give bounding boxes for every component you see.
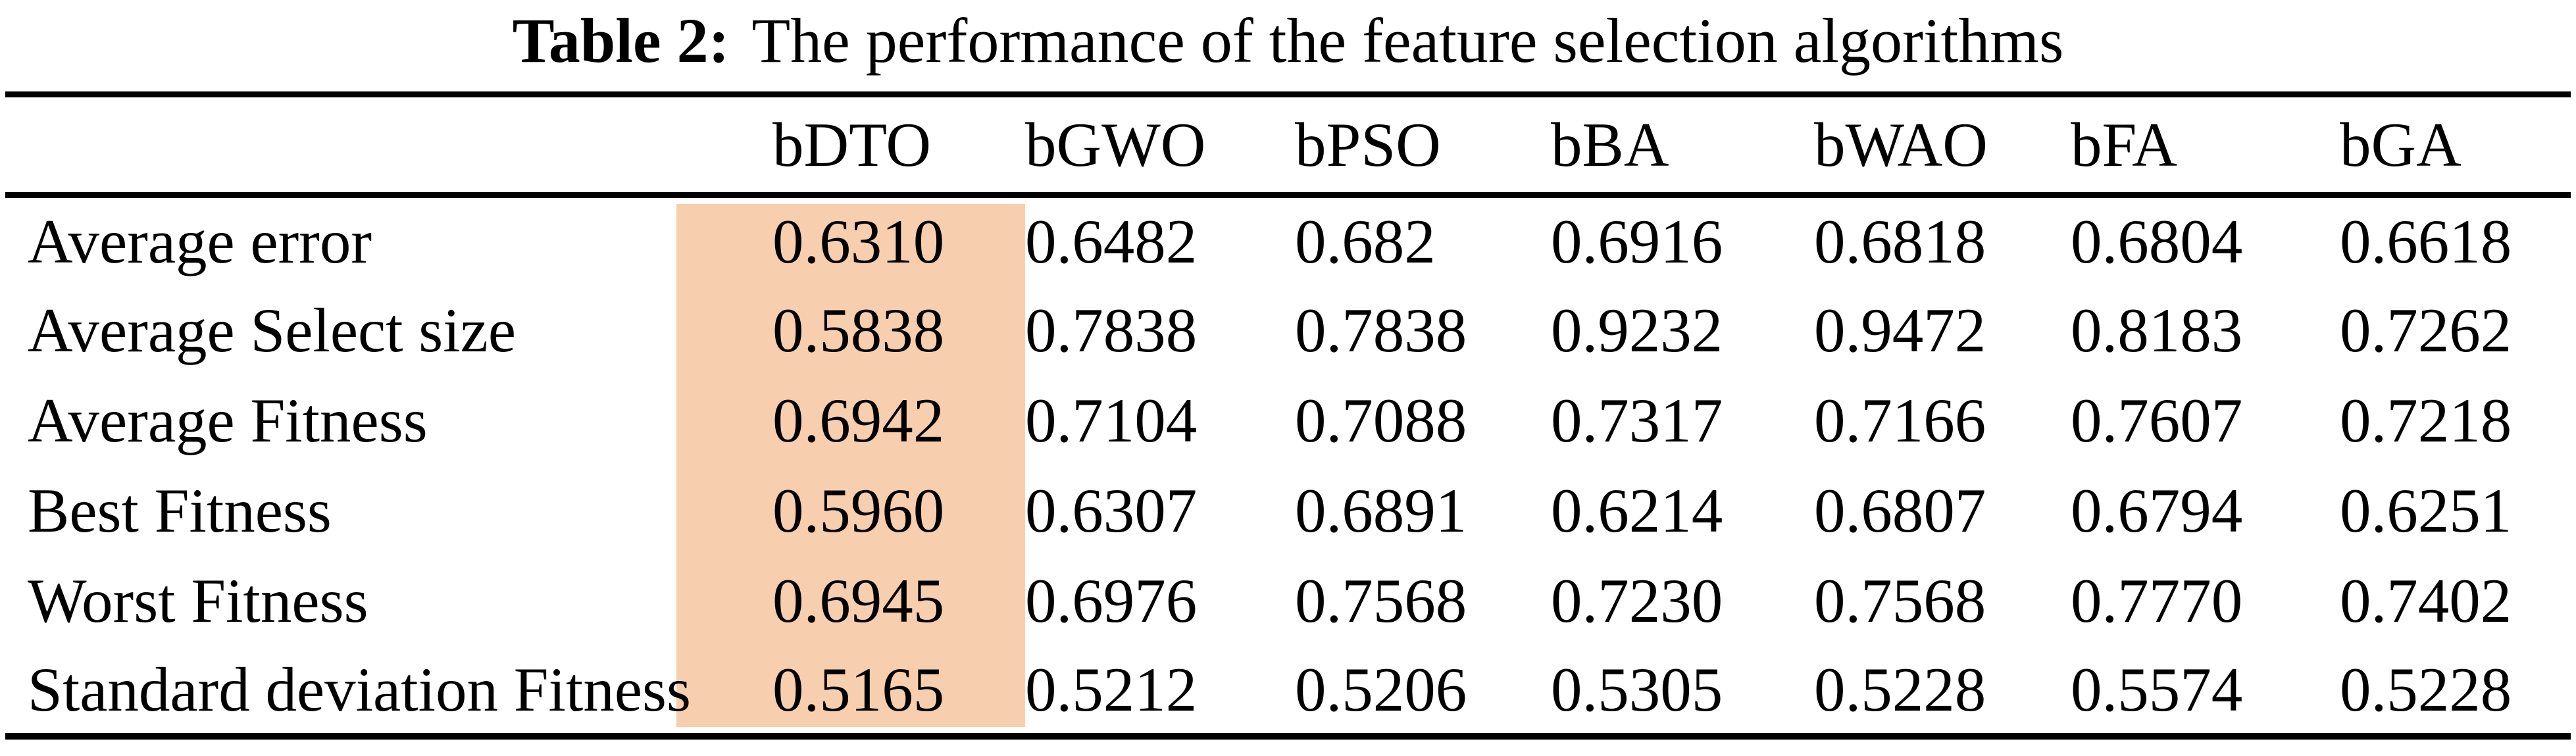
value-cell-bdto: 0.5838 — [772, 295, 945, 365]
value-cell-bwao: 0.6807 — [1814, 476, 1986, 545]
value-cell-bpso: 0.6891 — [1295, 476, 1467, 545]
header-cell-bfa: bFA — [2071, 110, 2177, 180]
row-label: Worst Fitness — [28, 566, 368, 636]
value-cell-bwao: 0.6818 — [1814, 207, 1986, 277]
value-cell-bga: 0.5228 — [2340, 654, 2512, 724]
value-cell-bpso: 0.682 — [1295, 207, 1436, 277]
header-cell-bwao: bWAO — [1814, 110, 1988, 180]
header-cell-bdto: bDTO — [772, 110, 932, 180]
value-cell-bdto: 0.6942 — [772, 386, 945, 455]
value-cell-bba: 0.5305 — [1551, 654, 1723, 724]
header-cell-bba: bBA — [1551, 110, 1669, 180]
value-cell-bpso: 0.5206 — [1295, 654, 1467, 724]
value-cell-bfa: 0.7607 — [2071, 386, 2243, 455]
value-cell-bfa: 0.6794 — [2071, 476, 2243, 545]
value-cell-bba: 0.6916 — [1551, 207, 1723, 277]
table-row: Standard deviation Fitness 0.5165 0.5212 0.… — [5, 646, 2571, 736]
value-cell-bgwo: 0.6307 — [1025, 476, 1198, 545]
value-cell-bga: 0.7218 — [2340, 386, 2512, 455]
value-cell-bfa: 0.6804 — [2071, 207, 2243, 277]
row-label: Average Fitness — [28, 386, 428, 455]
table-caption-text: The performance of the feature selection… — [751, 5, 2064, 76]
header-cell-empty — [5, 95, 676, 195]
value-cell-bgwo: 0.6482 — [1025, 207, 1198, 277]
table-caption: Table 2: The performance of the feature s… — [0, 3, 2576, 78]
header-row: bDTO bGWO bPSO bBA bWAO bFA bGA — [5, 95, 2571, 195]
row-label: Average Select size — [28, 295, 517, 365]
value-cell-bga: 0.7402 — [2340, 566, 2512, 636]
table-row: Average Select size 0.5838 0.7838 0.7838 0.9… — [5, 286, 2571, 376]
row-label: Best Fitness — [28, 476, 332, 545]
header-cell-bga: bGA — [2340, 110, 2462, 180]
value-cell-bfa: 0.5574 — [2071, 654, 2243, 724]
value-cell-bdto: 0.6310 — [772, 207, 945, 277]
value-cell-bwao: 0.9472 — [1814, 295, 1986, 365]
value-cell-bga: 0.6251 — [2340, 476, 2512, 545]
bdto-column-highlight — [676, 204, 1025, 727]
value-cell-bba: 0.9232 — [1551, 295, 1723, 365]
value-cell-bgwo: 0.7104 — [1025, 386, 1198, 455]
table-caption-label: Table 2: — [512, 5, 730, 76]
value-cell-bga: 0.6618 — [2340, 207, 2512, 277]
value-cell-bfa: 0.7770 — [2071, 566, 2243, 636]
value-cell-bdto: 0.5165 — [772, 654, 945, 724]
value-cell-bba: 0.7317 — [1551, 386, 1723, 455]
table-row: Best Fitness 0.5960 0.6307 0.6891 0.6214 0.68… — [5, 466, 2571, 556]
value-cell-bgwo: 0.6976 — [1025, 566, 1198, 636]
table-row: Worst Fitness 0.6945 0.6976 0.7568 0.7230 0.7… — [5, 556, 2571, 646]
value-cell-bdto: 0.6945 — [772, 566, 945, 636]
value-cell-bba: 0.7230 — [1551, 566, 1723, 636]
value-cell-bwao: 0.7166 — [1814, 386, 1986, 455]
value-cell-bfa: 0.8183 — [2071, 295, 2243, 365]
value-cell-bpso: 0.7088 — [1295, 386, 1467, 455]
value-cell-bga: 0.7262 — [2340, 295, 2512, 365]
header-cell-bgwo: bGWO — [1025, 110, 1206, 180]
row-label: Average error — [28, 207, 372, 277]
table-row: Average error 0.6310 0.6482 0.682 0.6916 0.68… — [5, 195, 2571, 286]
table-row: Average Fitness 0.6942 0.7104 0.7088 0.7317 0… — [5, 376, 2571, 466]
value-cell-bdto: 0.5960 — [772, 476, 945, 545]
value-cell-bgwo: 0.7838 — [1025, 295, 1198, 365]
value-cell-bpso: 0.7568 — [1295, 566, 1467, 636]
row-label: Standard deviation Fitness — [28, 654, 691, 724]
value-cell-bwao: 0.5228 — [1814, 654, 1986, 724]
table-body: Average error 0.6310 0.6482 0.682 0.6916 0.68… — [5, 195, 2571, 736]
value-cell-bgwo: 0.5212 — [1025, 654, 1198, 724]
value-cell-bba: 0.6214 — [1551, 476, 1723, 545]
performance-table: bDTO bGWO bPSO bBA bWAO bFA bGA Average error 0… — [5, 91, 2571, 740]
value-cell-bpso: 0.7838 — [1295, 295, 1467, 365]
header-cell-bpso: bPSO — [1295, 110, 1441, 180]
value-cell-bwao: 0.7568 — [1814, 566, 1986, 636]
